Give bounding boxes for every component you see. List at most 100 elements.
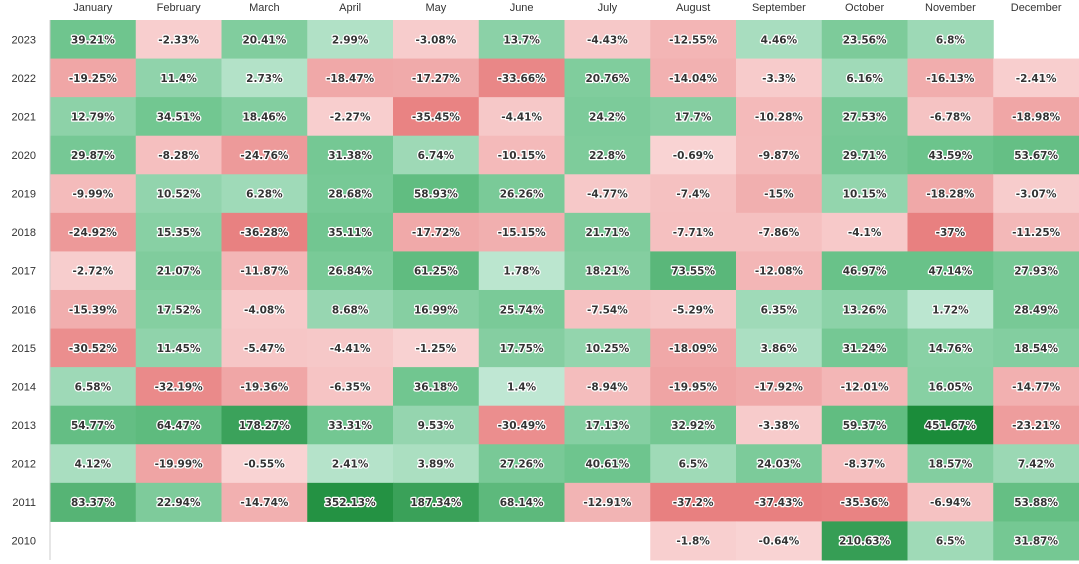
- cell-value-label: 6.74%: [418, 150, 455, 162]
- heatmap-cell: [564, 444, 651, 484]
- month-tick-september: September: [752, 2, 806, 14]
- heatmap-cells: 39.21% -2.33% 20.41% 2.99% -3.08% 13.7% -4.43%…: [50, 20, 1079, 561]
- cell-value-label: -17.27%: [412, 73, 461, 85]
- heatmap-cell: [564, 174, 651, 214]
- cell-value-label: -12.01%: [841, 381, 890, 393]
- year-tick-2016: 2016: [12, 304, 36, 316]
- heatmap-cell: [135, 20, 222, 60]
- cell-value-label: 27.53%: [843, 111, 887, 123]
- heatmap-cell: [907, 328, 994, 368]
- heatmap-cell: [907, 135, 994, 175]
- cell-value-label: 21.71%: [586, 227, 630, 239]
- heatmap-cell: [393, 444, 480, 484]
- heatmap-cell: [736, 212, 823, 252]
- heatmap-cell: [393, 289, 480, 330]
- heatmap-cell: [993, 405, 1079, 445]
- cell-value-label: 1.72%: [932, 304, 969, 316]
- heatmap-cell: [650, 405, 737, 445]
- cell-value-label: 39.21%: [71, 34, 115, 46]
- cell-value-label: 58.93%: [414, 189, 458, 201]
- cell-value-label: 15.35%: [157, 227, 201, 239]
- cell-value-label: -0.55%: [244, 459, 285, 471]
- cell-value-label: -24.92%: [69, 227, 118, 239]
- month-tick-march: March: [249, 2, 280, 14]
- cell-value-label: 21.07%: [157, 266, 201, 278]
- cell-value-label: 31.87%: [1014, 536, 1058, 548]
- heatmap-cell: [907, 405, 994, 445]
- heatmap-cell: [50, 289, 137, 330]
- heatmap-cell: [307, 328, 394, 368]
- cell-value-label: -37.43%: [755, 497, 804, 509]
- heatmap-cell: [907, 289, 994, 330]
- heatmap-cell: [564, 58, 651, 98]
- heatmap-cell: [50, 174, 137, 214]
- cell-value-label: 53.88%: [1014, 497, 1058, 509]
- heatmap-cell: [393, 135, 480, 175]
- heatmap-cell: [478, 20, 565, 60]
- cell-value-label: 20.41%: [243, 34, 287, 46]
- cell-value-label: -9.99%: [72, 189, 113, 201]
- heatmap-cell: [564, 20, 651, 60]
- year-tick-2021: 2021: [12, 111, 36, 123]
- heatmap-cell: [307, 482, 394, 522]
- heatmap-cell: [221, 328, 308, 368]
- cell-value-label: -7.54%: [587, 304, 628, 316]
- heatmap-cell: [135, 97, 222, 137]
- heatmap-cell: [135, 212, 222, 252]
- heatmap-cell: [135, 367, 222, 407]
- heatmap-cell: [907, 20, 994, 60]
- cell-value-label: 17.13%: [586, 420, 630, 432]
- cell-value-label: -0.64%: [758, 536, 799, 548]
- cell-value-label: 18.46%: [243, 111, 287, 123]
- cell-value-label: 26.26%: [500, 189, 544, 201]
- heatmap-cell: [907, 58, 994, 98]
- heatmap-cell: [907, 174, 994, 214]
- heatmap-cell: [135, 174, 222, 214]
- heatmap-cell: [736, 367, 823, 407]
- cell-value-label: -35.36%: [841, 497, 890, 509]
- year-tick-2014: 2014: [12, 381, 36, 393]
- cell-value-label: -1.8%: [676, 536, 710, 548]
- heatmap-cell: [307, 251, 394, 291]
- heatmap-cell: [907, 251, 994, 291]
- heatmap-cell: [736, 521, 823, 561]
- cell-value-label: -6.35%: [330, 381, 371, 393]
- cell-value-label: 18.54%: [1014, 343, 1058, 355]
- heatmap-cell: [907, 521, 994, 561]
- heatmap-cell: [135, 251, 222, 291]
- heatmap-cell: [307, 405, 394, 445]
- heatmap-cell: [993, 58, 1079, 98]
- heatmap-cell: [564, 405, 651, 445]
- cell-value-label: 451.67%: [925, 420, 977, 432]
- cell-value-label: 2.73%: [246, 73, 283, 85]
- heatmap-cell: [50, 58, 137, 98]
- heatmap-cell: [736, 251, 823, 291]
- heatmap-cell: [221, 174, 308, 214]
- cell-value-label: -17.92%: [755, 381, 804, 393]
- cell-value-label: 3.86%: [761, 343, 798, 355]
- cell-value-label: -4.1%: [848, 227, 882, 239]
- heatmap-cell: [821, 174, 908, 214]
- cell-value-label: -19.95%: [669, 381, 718, 393]
- cell-value-label: -18.47%: [326, 73, 375, 85]
- heatmap-cell: [821, 251, 908, 291]
- cell-value-label: 64.47%: [157, 420, 201, 432]
- cell-value-label: 7.42%: [1018, 459, 1055, 471]
- heatmap-cell: [393, 58, 480, 98]
- cell-value-label: 178.27%: [239, 420, 291, 432]
- cell-value-label: 4.46%: [761, 34, 798, 46]
- cell-value-label: -14.77%: [1012, 381, 1061, 393]
- month-tick-october: October: [845, 2, 884, 14]
- heatmap-cell: [564, 289, 651, 330]
- cell-value-label: 10.25%: [586, 343, 630, 355]
- cell-value-label: 27.93%: [1014, 266, 1058, 278]
- heatmap-cell: [993, 482, 1079, 522]
- heatmap-cell: [221, 289, 308, 330]
- cell-value-label: -3.08%: [415, 34, 456, 46]
- heatmap-cell: [221, 251, 308, 291]
- heatmap-cell: [993, 367, 1079, 407]
- heatmap-cell: [736, 20, 823, 60]
- heatmap-cell: [393, 367, 480, 407]
- heatmap-cell: [221, 20, 308, 60]
- heatmap-cell: [478, 135, 565, 175]
